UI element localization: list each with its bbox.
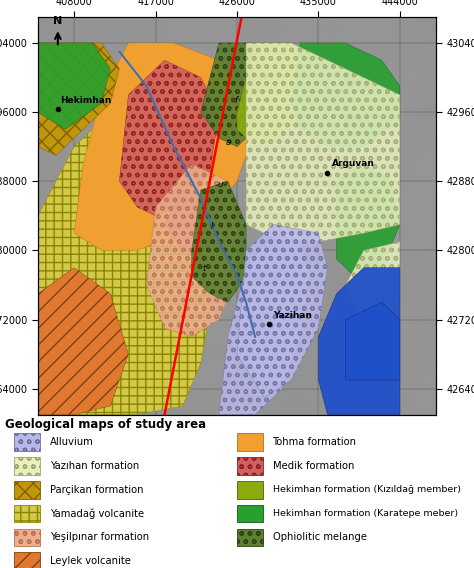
Text: t: t [202,264,205,273]
Polygon shape [74,43,255,250]
Text: Geological maps of study area: Geological maps of study area [5,417,206,431]
Text: Arguvan: Arguvan [332,159,375,168]
Text: Yamadağ volcanite: Yamadağ volcanite [50,508,144,519]
Bar [14,457,40,475]
Bar [14,505,40,523]
Polygon shape [192,181,246,302]
Text: a: a [226,138,231,147]
Polygon shape [237,43,319,147]
Bar [237,481,263,499]
Polygon shape [237,224,328,398]
Text: Medik formation: Medik formation [273,461,354,471]
Bar [237,505,263,523]
Text: u: u [218,180,223,189]
Polygon shape [38,268,128,415]
Text: Parçikan formation: Parçikan formation [50,485,143,495]
Polygon shape [146,164,237,337]
Polygon shape [38,43,119,155]
Polygon shape [346,302,400,380]
Text: Hekimhan formation (Kızıldağ member): Hekimhan formation (Kızıldağ member) [273,485,461,494]
Text: l: l [211,222,213,231]
Bar [14,433,40,451]
Text: Hekimhan: Hekimhan [61,96,112,105]
Bar [237,433,263,451]
Polygon shape [246,43,400,242]
Bar [14,528,40,546]
Text: f: f [235,96,237,105]
Polygon shape [292,43,400,147]
Polygon shape [38,112,210,415]
Polygon shape [119,60,219,216]
Polygon shape [38,43,110,130]
Polygon shape [346,242,400,354]
Polygon shape [364,294,400,363]
Text: Leylek volcanite: Leylek volcanite [50,556,131,566]
Polygon shape [201,43,273,147]
Text: Yeşilpınar formation: Yeşilpınar formation [50,532,149,542]
Polygon shape [219,233,310,415]
Bar [237,528,263,546]
Bar [237,457,263,475]
Polygon shape [337,164,400,277]
Polygon shape [164,190,228,250]
Text: Ophiolitic melange: Ophiolitic melange [273,532,366,542]
Bar [14,552,40,568]
Text: Yazıhan formation: Yazıhan formation [50,461,139,471]
Text: Alluvium: Alluvium [50,437,93,447]
Text: Hekimhan formation (Karatepe meber): Hekimhan formation (Karatepe meber) [273,509,458,518]
Text: N: N [53,16,63,26]
Text: Yazihan: Yazihan [273,311,312,320]
Text: Tohma formation: Tohma formation [273,437,356,447]
Bar [14,481,40,499]
Polygon shape [319,268,400,415]
